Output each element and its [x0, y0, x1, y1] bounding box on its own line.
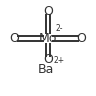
Text: 2-: 2- — [56, 24, 63, 33]
Text: O: O — [77, 32, 86, 45]
Text: O: O — [43, 5, 53, 18]
Text: Mo: Mo — [39, 32, 57, 45]
Text: O: O — [43, 53, 53, 66]
Text: O: O — [10, 32, 19, 45]
Text: 2+: 2+ — [53, 56, 64, 65]
Text: Ba: Ba — [38, 63, 54, 76]
